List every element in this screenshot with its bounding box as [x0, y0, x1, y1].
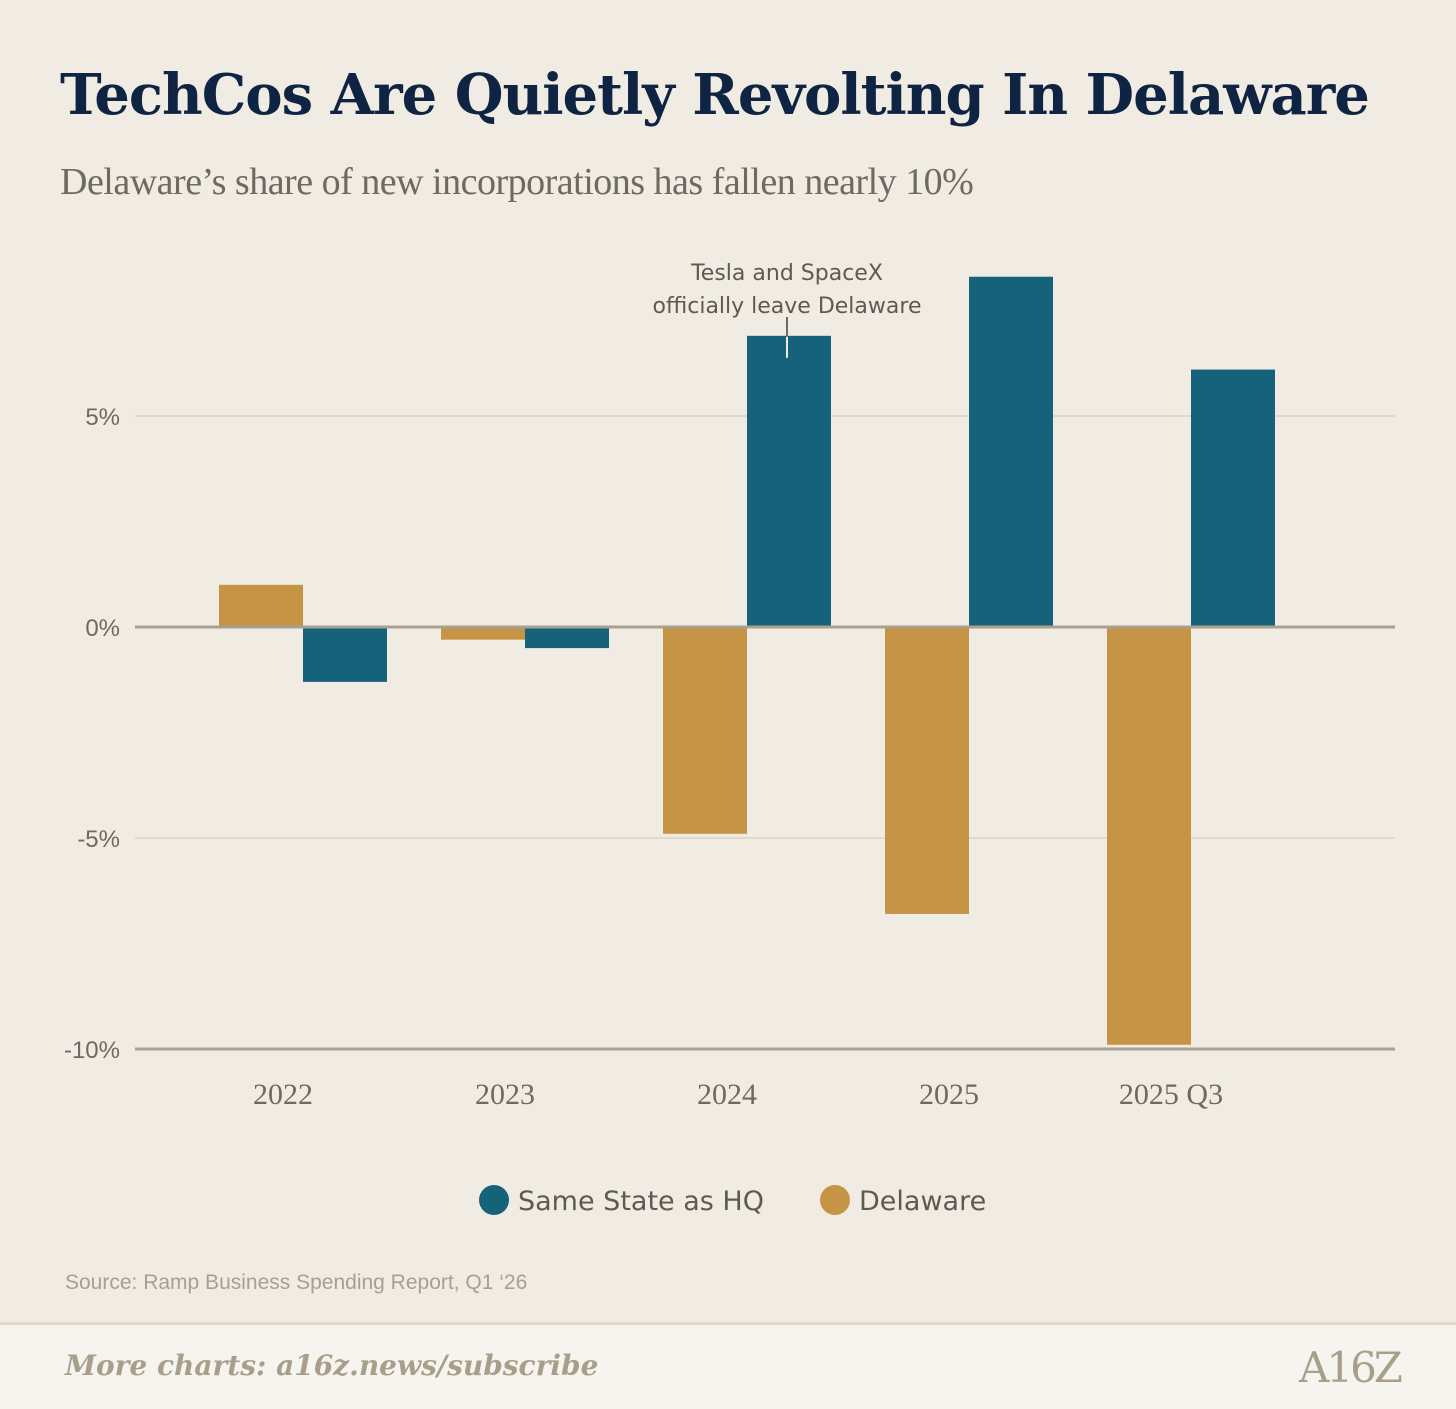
bar-delaware	[219, 584, 303, 627]
footer: More charts: a16z.news/subscribe A16Z	[0, 1322, 1456, 1409]
x-tick-label: 2022	[253, 1078, 313, 1111]
bar-delaware	[663, 627, 747, 834]
more-charts-link[interactable]: More charts: a16z.news/subscribe	[65, 1349, 599, 1382]
bar-delaware	[441, 627, 525, 640]
x-tick-label: 2023	[475, 1078, 535, 1111]
bar-same-state-as-hq	[747, 335, 831, 627]
chart-title: TechCos Are Quietly Revolting In Delawar…	[60, 62, 1370, 128]
y-tick-label: 0%	[85, 615, 120, 642]
y-tick-label: -5%	[77, 826, 120, 853]
y-tick-label: 5%	[85, 404, 120, 431]
bar-same-state-as-hq	[525, 627, 609, 649]
y-tick-label: -10%	[64, 1037, 120, 1064]
bar-delaware	[1107, 627, 1191, 1045]
a16z-logo: A16Z	[1299, 1343, 1403, 1392]
legend-label: Delaware	[859, 1186, 986, 1217]
annotation-text: officially leave Delaware	[653, 294, 922, 319]
bar-delaware	[885, 627, 969, 914]
bar-same-state-as-hq	[1191, 369, 1275, 627]
x-tick-label: 2025 Q3	[1119, 1078, 1223, 1111]
chart-subtitle: Delaware’s share of new incorporations h…	[60, 161, 974, 203]
source-note: Source: Ramp Business Spending Report, Q…	[65, 1271, 528, 1294]
legend-label: Same State as HQ	[518, 1186, 764, 1217]
x-tick-label: 2025	[919, 1078, 979, 1111]
bar-same-state-as-hq	[969, 276, 1053, 627]
legend-swatch	[820, 1185, 850, 1215]
legend-swatch	[479, 1185, 509, 1215]
bar-same-state-as-hq	[303, 627, 387, 682]
annotation-text: Tesla and SpaceX	[690, 261, 883, 286]
x-tick-label: 2024	[697, 1078, 757, 1111]
